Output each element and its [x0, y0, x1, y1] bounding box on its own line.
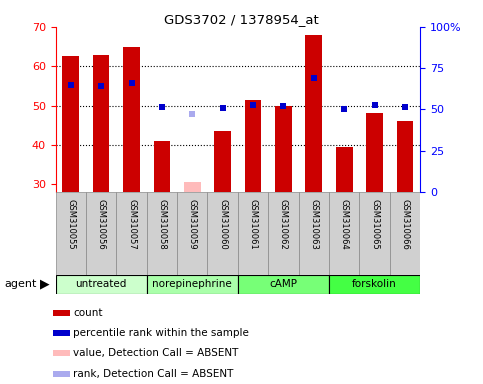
Bar: [53, 371, 71, 377]
Bar: [62, 56, 79, 192]
Text: GDS3702 / 1378954_at: GDS3702 / 1378954_at: [164, 13, 319, 26]
Bar: [56, 275, 147, 294]
Text: value, Detection Call = ABSENT: value, Detection Call = ABSENT: [73, 348, 239, 358]
Text: GSM310063: GSM310063: [309, 199, 318, 250]
Bar: [305, 35, 322, 192]
Text: ▶: ▶: [40, 278, 49, 291]
Bar: [93, 55, 110, 192]
Bar: [214, 131, 231, 192]
Bar: [359, 192, 390, 275]
Bar: [397, 121, 413, 192]
Text: GSM310059: GSM310059: [188, 199, 197, 249]
Bar: [56, 192, 86, 275]
Bar: [366, 113, 383, 192]
Text: GSM310058: GSM310058: [157, 199, 167, 249]
Text: GSM310065: GSM310065: [370, 199, 379, 249]
Bar: [336, 147, 353, 192]
Bar: [329, 192, 359, 275]
Text: rank, Detection Call = ABSENT: rank, Detection Call = ABSENT: [73, 369, 234, 379]
Text: GSM310056: GSM310056: [97, 199, 106, 249]
Bar: [147, 192, 177, 275]
Bar: [116, 192, 147, 275]
Text: cAMP: cAMP: [270, 279, 298, 289]
Bar: [208, 192, 238, 275]
Bar: [86, 192, 116, 275]
Text: GSM310057: GSM310057: [127, 199, 136, 249]
Bar: [329, 275, 420, 294]
Text: GSM310066: GSM310066: [400, 199, 410, 250]
Text: GSM310061: GSM310061: [249, 199, 257, 249]
Text: agent: agent: [5, 279, 37, 289]
Text: forskolin: forskolin: [352, 279, 397, 289]
Text: untreated: untreated: [75, 279, 127, 289]
Bar: [177, 192, 208, 275]
Bar: [147, 275, 238, 294]
Bar: [268, 192, 298, 275]
Bar: [390, 192, 420, 275]
Bar: [275, 106, 292, 192]
Text: GSM310060: GSM310060: [218, 199, 227, 249]
Text: count: count: [73, 308, 103, 318]
Bar: [53, 330, 71, 336]
Bar: [238, 275, 329, 294]
Bar: [53, 310, 71, 316]
Bar: [298, 192, 329, 275]
Bar: [53, 350, 71, 356]
Text: norepinephrine: norepinephrine: [153, 279, 232, 289]
Text: GSM310064: GSM310064: [340, 199, 349, 249]
Text: percentile rank within the sample: percentile rank within the sample: [73, 328, 249, 338]
Bar: [238, 192, 268, 275]
Bar: [245, 99, 261, 192]
Bar: [184, 182, 200, 192]
Text: GSM310055: GSM310055: [66, 199, 75, 249]
Bar: [123, 46, 140, 192]
Bar: [154, 141, 170, 192]
Text: GSM310062: GSM310062: [279, 199, 288, 249]
